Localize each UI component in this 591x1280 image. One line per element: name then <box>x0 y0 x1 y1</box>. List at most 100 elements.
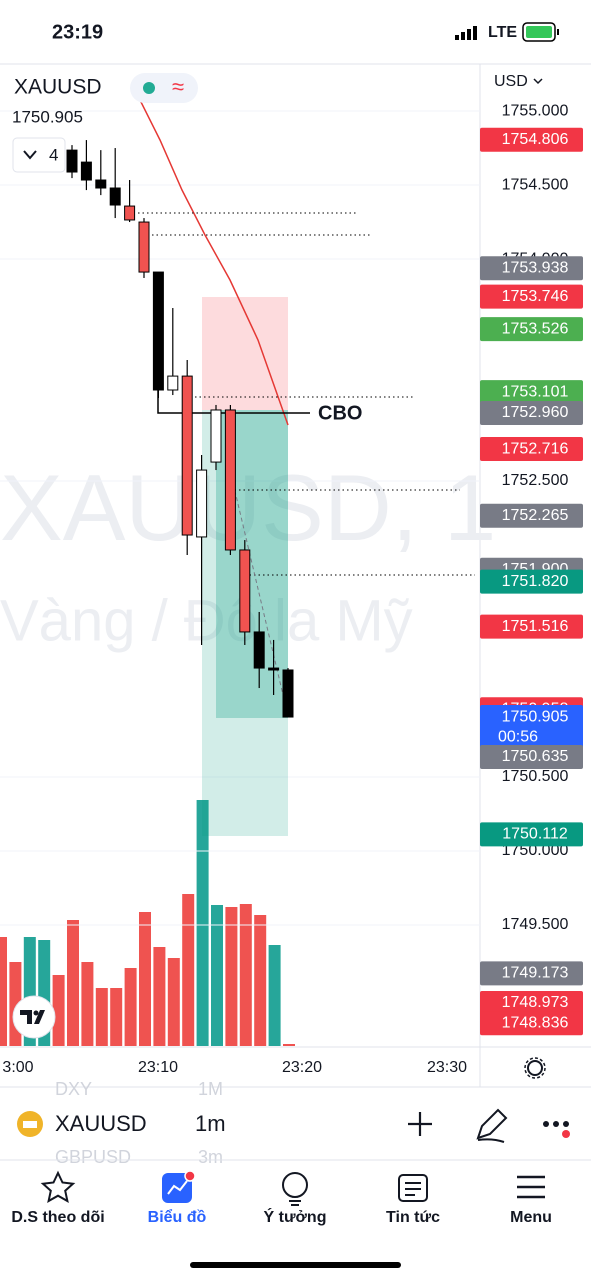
price-badge <box>480 705 583 750</box>
behind-symbol: GBPUSD <box>55 1147 131 1167</box>
y-tick-label: 1750.000 <box>502 842 569 859</box>
candle-body <box>138 221 150 273</box>
candle-body <box>210 409 222 463</box>
price-badge-label: 1751.516 <box>502 618 569 635</box>
price-badge <box>480 380 583 405</box>
tab-menu[interactable]: Menu <box>510 1175 552 1226</box>
trend-dash <box>229 469 289 717</box>
volume-bar <box>196 800 209 1046</box>
volume-bar <box>139 912 151 1046</box>
price-badge <box>480 822 583 847</box>
volume-bar <box>268 945 281 1046</box>
price-badge <box>480 284 583 309</box>
volume-bar <box>225 907 238 1046</box>
behind-interval: 1M <box>198 1079 223 1099</box>
indicator-toggle[interactable]: 4 <box>12 137 66 173</box>
home-indicator <box>190 1262 401 1268</box>
header-price: 1750.905 <box>12 107 83 126</box>
price-badge-label: 1752.716 <box>502 440 569 457</box>
price-badge <box>480 400 583 425</box>
volume-bar <box>0 937 7 1046</box>
candle-body <box>239 549 251 633</box>
bottom-symbol[interactable]: XAUUSD <box>55 1111 147 1136</box>
candle-body <box>196 469 208 538</box>
price-badge-label: 1750.635 <box>502 748 569 765</box>
stop-zone <box>202 297 288 410</box>
volume-bar <box>95 988 108 1046</box>
tab-label: Biểu đồ <box>148 1208 207 1226</box>
price-badge-label: 1753.101 <box>502 383 569 400</box>
watermark-description: Vàng / Đô la Mỹ <box>0 588 413 653</box>
volume-bar <box>167 958 180 1046</box>
price-badge-label: 1749.173 <box>502 965 569 982</box>
bottom-interval[interactable]: 1m <box>195 1111 226 1136</box>
candle-body <box>181 375 193 536</box>
price-badge-label: 1748.836 <box>502 1014 569 1031</box>
draw-button[interactable] <box>476 1108 508 1143</box>
clock: 23:19 <box>52 21 103 43</box>
price-badge <box>480 256 583 281</box>
price-badge <box>480 437 583 462</box>
price-badge <box>480 569 583 594</box>
currency-caret <box>533 78 543 85</box>
candle-body <box>167 375 179 391</box>
price-badge-label: 1751.820 <box>502 573 569 590</box>
x-tick-label: 23:10 <box>138 1059 178 1076</box>
price-badge <box>480 990 583 1015</box>
settings-icon[interactable] <box>524 1057 546 1079</box>
tab-label: Ý tưởng <box>264 1207 327 1226</box>
price-badge-label: 1748.973 <box>502 994 569 1011</box>
candle-body <box>124 205 136 221</box>
status-pill[interactable]: ≈ <box>130 73 198 103</box>
price-badge-label: 1752.265 <box>502 507 569 524</box>
tv-logo[interactable] <box>12 995 56 1039</box>
candle-body <box>80 161 92 181</box>
price-badge <box>480 1011 583 1036</box>
tab-watchlist[interactable]: D.S theo dõi <box>11 1170 105 1226</box>
x-tick-label: 23:30 <box>427 1059 467 1076</box>
tab-chart[interactable]: Biểu đồ <box>148 1170 207 1226</box>
add-button[interactable] <box>408 1112 432 1136</box>
behind-interval: 3m <box>198 1147 223 1167</box>
battery-icon <box>522 22 559 42</box>
price-badge-label: 1752.960 <box>502 404 569 421</box>
tab-news[interactable]: Tin tức <box>386 1174 440 1226</box>
volume-bar <box>182 894 195 1046</box>
x-tick-label: 23:20 <box>282 1059 322 1076</box>
price-badge-label: 1750.905 <box>502 708 569 725</box>
y-tick-label: 1749.500 <box>502 916 569 933</box>
price-badge <box>480 317 583 342</box>
candle-body <box>152 271 164 391</box>
y-tick-label: 1755.000 <box>502 102 569 119</box>
x-tick-label: 3:00 <box>2 1059 33 1076</box>
svg-text:≈: ≈ <box>172 74 184 99</box>
volume-bar <box>153 947 166 1046</box>
price-badge-label: 1753.526 <box>502 320 569 337</box>
tab-label: D.S theo dõi <box>11 1209 104 1226</box>
y-tick-label: 1754.500 <box>502 176 569 193</box>
tab-label: Menu <box>510 1209 552 1226</box>
header-symbol: XAUUSD <box>14 76 102 99</box>
watermark-symbol: XAUUSD, 1 <box>0 455 496 560</box>
tab-label: Tin tức <box>386 1209 440 1226</box>
candle-body <box>268 667 280 671</box>
volume-bar <box>254 915 267 1046</box>
moving-average <box>139 99 289 426</box>
price-badge <box>480 503 583 528</box>
more-button[interactable] <box>543 1121 570 1138</box>
countdown: 00:56 <box>498 728 538 745</box>
currency[interactable]: USD <box>494 73 528 90</box>
symbol-icon <box>17 1111 43 1137</box>
price-badge <box>480 961 583 986</box>
candle-body <box>109 187 121 206</box>
volume-bar <box>283 1044 295 1046</box>
behind-symbol: DXY <box>55 1079 92 1099</box>
volume-bar <box>81 962 94 1046</box>
y-tick-label: 1752.500 <box>502 472 569 489</box>
volume-bar <box>124 968 137 1046</box>
tab-ideas[interactable]: Ý tưởng <box>264 1172 327 1226</box>
annotation: CBO <box>318 402 362 424</box>
price-badge <box>480 127 583 152</box>
network-label: LTE <box>488 24 517 41</box>
